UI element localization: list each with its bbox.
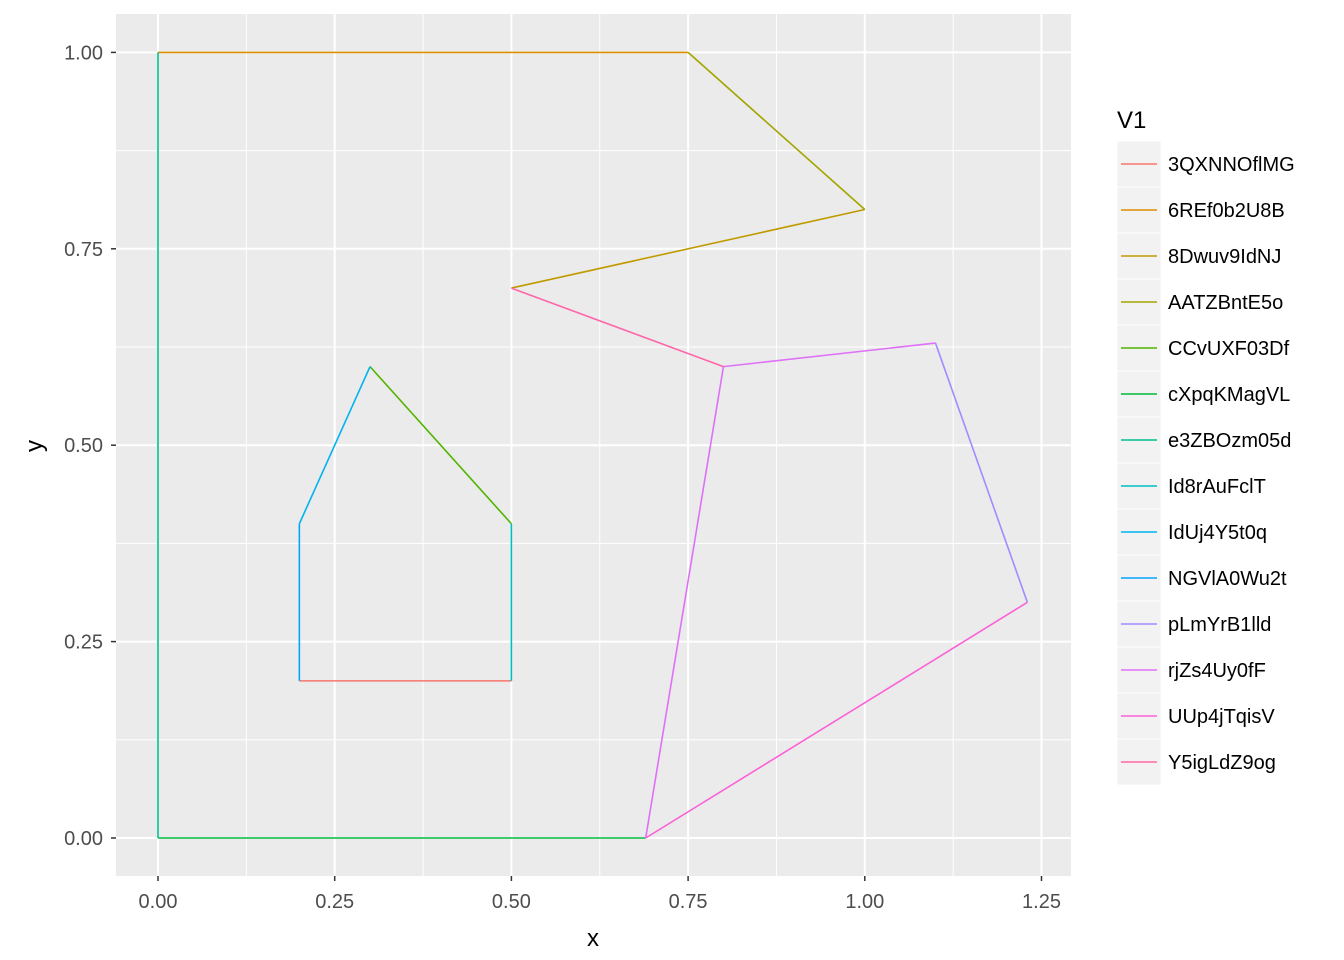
y-tick-label: 0.75 [64,239,103,261]
series-line-UUp4jTqisV [645,601,1028,839]
legend-label: pLmYrB1lld [1168,614,1271,636]
series-line-CCvUXF03Df [369,366,512,525]
series-line-Y5igLdZ9og [511,287,724,368]
y-axis-title: y [21,440,48,452]
series-layer [157,51,1029,839]
x-tick-label: 1.25 [1022,891,1061,913]
legend-label: Id8rAuFclT [1168,476,1266,498]
legend-label: NGVlA0Wu2t [1168,568,1287,590]
legend-label: cXpqKMagVL [1168,384,1290,406]
y-tick-label: 1.00 [64,42,103,64]
legend-label: IdUj4Y5t0q [1168,522,1267,544]
legend-label: AATZBntE5o [1168,292,1283,314]
y-axis: 0.00 0.25 0.50 0.75 1.00 [64,42,116,850]
x-tick-label: 1.00 [845,891,884,913]
y-tick-label: 0.50 [64,435,103,457]
legend-items: 3QXNNOflMG 6REf0b2U8B 8Dwuv9IdNJ AATZBntE5o… [1116,140,1295,786]
legend-label: 6REf0b2U8B [1168,200,1285,222]
legend-label: rjZs4Uy0fF [1168,660,1266,682]
x-tick-label: 0.50 [492,891,531,913]
legend-label: 8Dwuv9IdNJ [1168,246,1281,268]
legend: V1 3QXNNOflMG 6REf0b2U8B 8Dwuv9IdNJ AATZBnt… [1116,107,1295,786]
legend-label: CCvUXF03Df [1168,338,1290,360]
series-line-pLmYrB1lld [934,342,1029,603]
legend-label: UUp4jTqisV [1168,706,1275,728]
legend-label: Y5igLdZ9og [1168,752,1276,774]
y-tick-label: 0.25 [64,632,103,654]
legend-label: e3ZBOzm05d [1168,430,1291,452]
legend-label: 3QXNNOflMG [1168,154,1295,176]
y-tick-label: 0.00 [64,828,103,850]
x-tick-label: 0.00 [139,891,178,913]
legend-title: V1 [1117,107,1146,134]
x-tick-label: 0.25 [315,891,354,913]
series-line-AATZBntE5o [687,51,866,211]
x-tick-label: 0.75 [669,891,708,913]
x-axis: 0.00 0.25 0.50 0.75 1.00 1.25 [139,876,1061,913]
series-line-IdUj4Y5t0q [298,366,371,525]
x-axis-title: x [587,925,599,952]
series-line-8Dwuv9IdNJ [511,208,865,289]
